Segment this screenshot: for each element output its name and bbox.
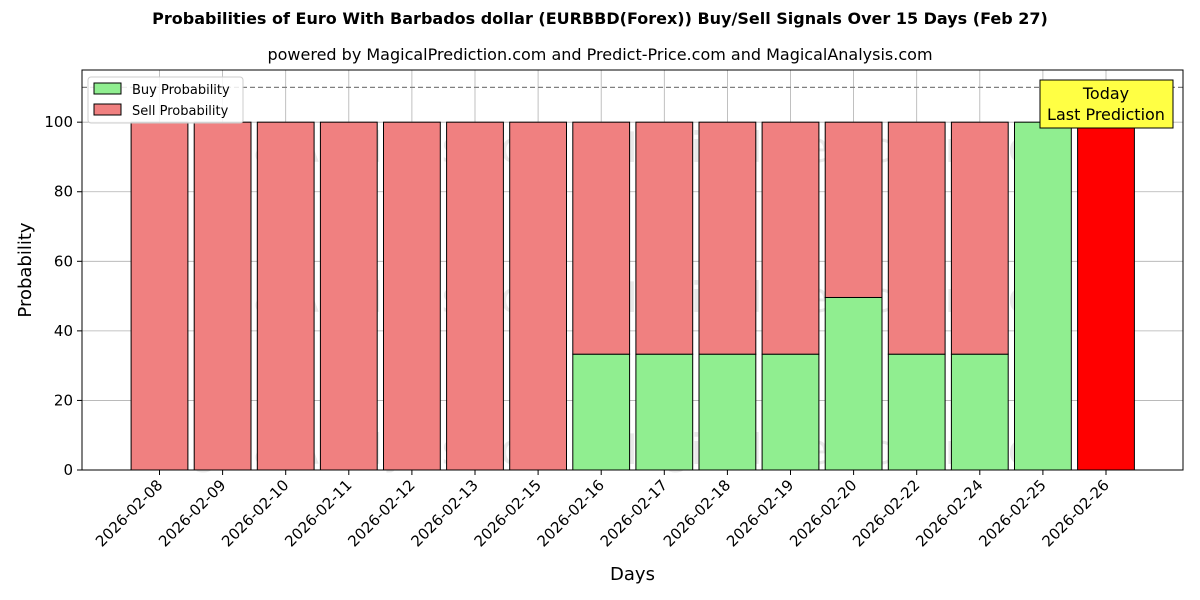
legend-swatch-buy (93, 82, 122, 95)
y-tick-label: 0 (63, 461, 73, 479)
y-tick-label: 20 (54, 391, 73, 409)
x-tick-label: 2026-02-25 (975, 476, 1049, 550)
bar-sell-2026-02-19 (761, 121, 820, 355)
bar-buy-2026-02-25 (1014, 121, 1072, 471)
x-tick-label: 2026-02-11 (281, 476, 355, 550)
plot-frame (81, 69, 1184, 471)
y-tick-label: 100 (44, 113, 73, 131)
x-tick-label: 2026-02-15 (471, 476, 545, 550)
x-tick-label: 2026-02-10 (218, 476, 292, 550)
x-tick-label: 2026-02-20 (786, 476, 860, 550)
chart-subtitle: powered by MagicalPrediction.com and Pre… (267, 45, 933, 64)
annotation-line-today: Today (1082, 84, 1129, 103)
bar-sell-2026-02-10 (256, 121, 315, 471)
bar-sell-2026-02-16 (572, 121, 631, 355)
y-tick-label: 60 (54, 252, 73, 270)
y-axis-label: Probability (15, 222, 36, 317)
legend-box (87, 76, 244, 124)
bar-buy-2026-02-18 (698, 353, 757, 471)
bar-buy-2026-02-16 (572, 353, 631, 471)
bar-buy-2026-02-20 (824, 296, 883, 471)
bar-buy-2026-02-17 (635, 353, 694, 471)
x-tick-label: 2026-02-08 (92, 476, 166, 550)
bar-sell-2026-02-12 (383, 121, 441, 471)
x-tick-label: 2026-02-17 (597, 476, 671, 550)
x-tick-label: 2026-02-19 (723, 476, 797, 550)
bar-sell-2026-02-18 (698, 121, 757, 355)
bar-buy-2026-02-24 (950, 353, 1009, 471)
bar-buy-2026-02-22 (887, 353, 946, 471)
x-tick-label: 2026-02-18 (660, 476, 734, 550)
x-axis: 2026-02-082026-02-092026-02-102026-02-11… (92, 470, 1113, 550)
chart-title: Probabilities of Euro With Barbados doll… (152, 9, 1048, 28)
legend-label-sell: Sell Probability (132, 104, 229, 119)
x-tick-label: 2026-02-24 (912, 476, 986, 550)
bar-sell-2026-02-17 (635, 121, 694, 355)
x-tick-label: 2026-02-16 (534, 476, 608, 550)
bar-sell-2026-02-08 (130, 121, 189, 471)
bar-sell-2026-02-26 (1077, 121, 1135, 471)
annotation-line-last-prediction: Last Prediction (1047, 105, 1165, 124)
today-annotation: Today Last Prediction (1039, 79, 1174, 129)
bar-sell-2026-02-22 (887, 121, 946, 355)
legend-label-buy: Buy Probability (132, 83, 230, 98)
x-tick-label: 2026-02-09 (155, 476, 229, 550)
bar-sell-2026-02-20 (824, 121, 883, 298)
x-tick-label: 2026-02-26 (1038, 476, 1112, 550)
y-tick-label: 40 (54, 322, 73, 340)
x-tick-label: 2026-02-13 (407, 476, 481, 550)
legend-swatch-sell (93, 103, 122, 116)
bar-sell-2026-02-15 (509, 121, 568, 471)
annotation-box (1039, 79, 1174, 129)
x-tick-label: 2026-02-22 (849, 476, 923, 550)
x-axis-label: Days (610, 564, 655, 585)
y-tick-label: 80 (54, 183, 73, 201)
legend: Buy Probability Sell Probability (87, 76, 244, 124)
bar-layer (130, 121, 1135, 471)
y-axis: 0 20 40 60 80 100 (44, 113, 82, 479)
bar-buy-2026-02-19 (761, 353, 820, 471)
bar-sell-2026-02-11 (319, 121, 378, 471)
x-tick-label: 2026-02-12 (344, 476, 418, 550)
bar-sell-2026-02-13 (446, 121, 504, 471)
bar-sell-2026-02-09 (193, 121, 252, 471)
bar-sell-2026-02-24 (950, 121, 1009, 355)
